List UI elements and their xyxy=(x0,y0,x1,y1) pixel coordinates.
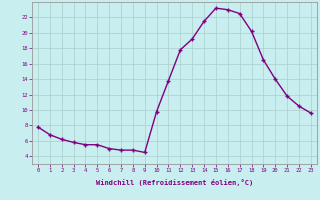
X-axis label: Windchill (Refroidissement éolien,°C): Windchill (Refroidissement éolien,°C) xyxy=(96,179,253,186)
